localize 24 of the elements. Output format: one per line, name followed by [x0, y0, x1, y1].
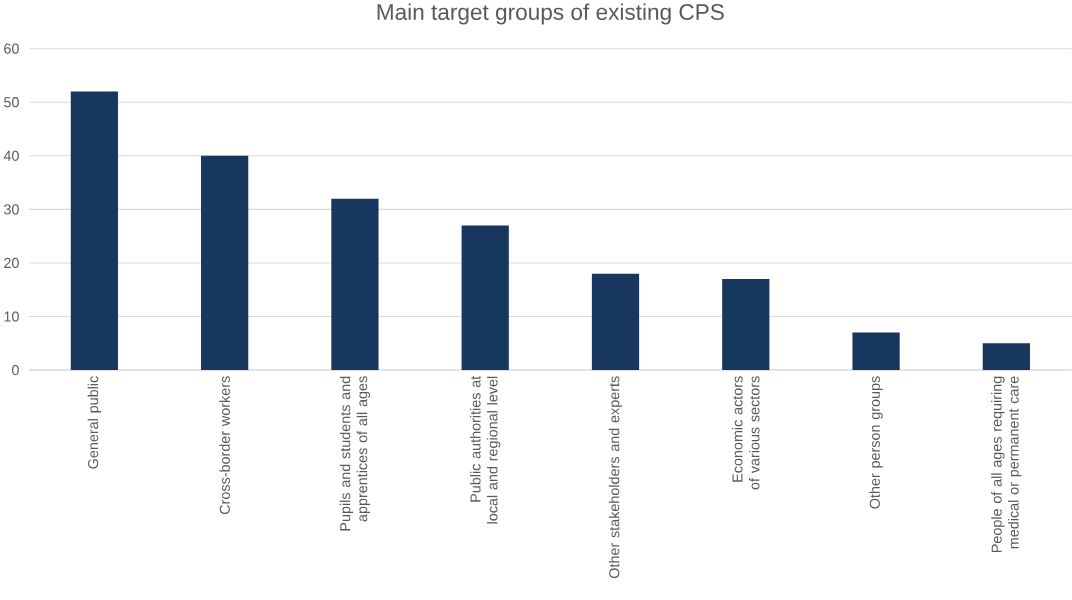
y-tick-label: 40 [3, 150, 19, 161]
bar [461, 225, 509, 371]
x-tick-label: General public [87, 376, 102, 469]
bar [331, 198, 379, 371]
x-tick-label: Pupils and students and apprentices of all ages [339, 376, 371, 531]
bar [70, 91, 118, 371]
x-tick-label: People of all ages requiring medical or permanent care [991, 376, 1022, 553]
x-tick-label: Cross-border workers [219, 376, 230, 515]
y-tick-label: 20 [4, 257, 19, 269]
x-tick-label: Public authorities at local and regional level [470, 375, 501, 524]
y-tick-label: 0 [12, 364, 19, 376]
bar [852, 332, 900, 371]
y-tick-label: 30 [3, 204, 19, 215]
y-tick-label: 60 [4, 43, 19, 54]
bar [591, 273, 640, 371]
x-tick-label: Other person groups [869, 376, 883, 509]
x-tick-label: Economic actors of various sectors [732, 376, 760, 490]
y-tick-label: 50 [4, 97, 19, 108]
bar [201, 155, 249, 371]
y-tick-label: 10 [4, 311, 19, 322]
bar [982, 343, 1030, 371]
bar [722, 279, 770, 371]
chart-title: Main target groups of existing CPS [377, 3, 724, 25]
x-tick-label: Other stakeholders and experts [608, 376, 623, 579]
